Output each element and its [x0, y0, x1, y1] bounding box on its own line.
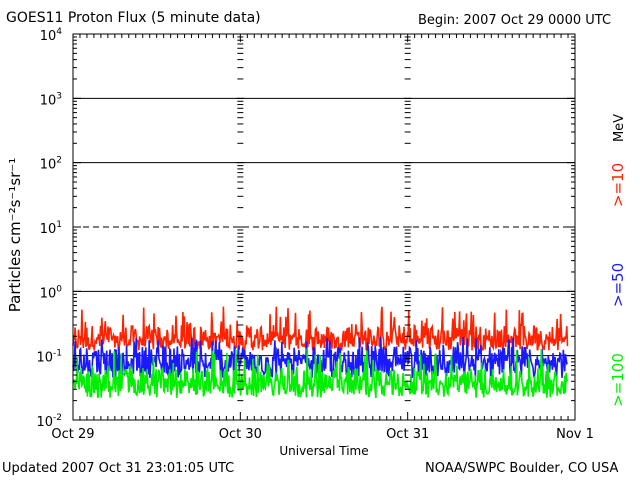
- y-tick-label: 104: [40, 27, 63, 44]
- updated-time: Updated 2007 Oct 31 23:01:05 UTC: [2, 461, 235, 476]
- y-tick-label: 10-2: [36, 413, 62, 430]
- y-tick-label: 101: [40, 220, 62, 237]
- x-tick-label: Oct 31: [386, 427, 429, 442]
- series-line-0: [72, 306, 569, 354]
- y-tick-label: 103: [40, 91, 62, 108]
- x-axis-label: Universal Time: [279, 444, 368, 458]
- y-axis-label: Particles cm⁻²s⁻¹sr⁻¹: [6, 158, 24, 312]
- y-tick-label: 10-1: [36, 349, 62, 366]
- x-tick-label: Oct 29: [51, 427, 94, 442]
- legend-unit: MeV: [612, 114, 627, 142]
- plot-frame: [72, 33, 576, 421]
- x-tick-label: Nov 1: [556, 427, 594, 442]
- chart-title: GOES11 Proton Flux (5 minute data): [6, 10, 261, 26]
- credit: NOAA/SWPC Boulder, CO USA: [425, 461, 619, 476]
- series-line-2: [72, 348, 569, 399]
- y-tick-label: 102: [40, 156, 62, 173]
- begin-time: Begin: 2007 Oct 29 0000 UTC: [418, 13, 612, 28]
- legend-label-2: >=100: [609, 353, 627, 407]
- y-tick-label: 100: [40, 284, 63, 301]
- legend-label-1: >=50: [609, 263, 627, 307]
- legend-label-0: >=10: [609, 163, 627, 207]
- x-tick-label: Oct 30: [219, 427, 262, 442]
